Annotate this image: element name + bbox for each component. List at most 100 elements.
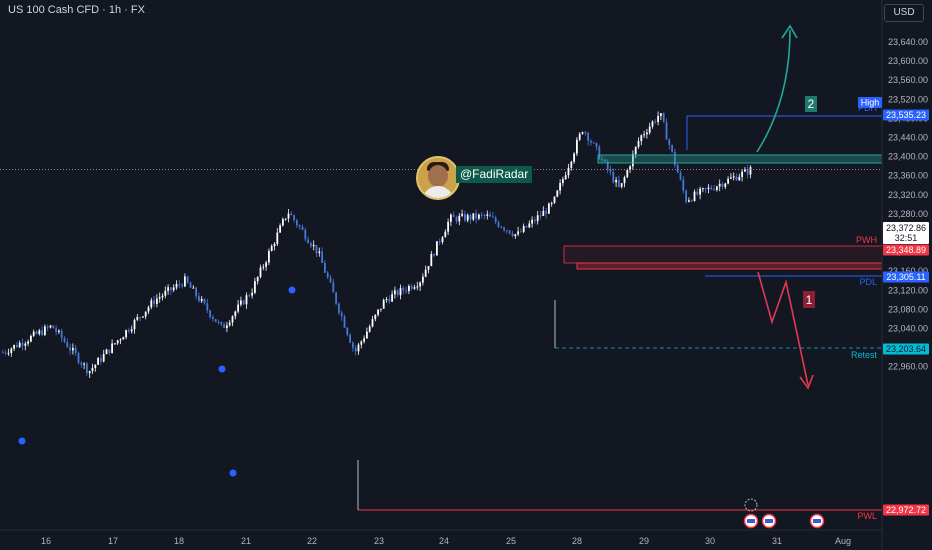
candle-body (604, 159, 606, 162)
candle (119, 338, 122, 345)
candle (94, 364, 97, 372)
candle (352, 341, 354, 352)
candle (604, 158, 606, 163)
candle-body (721, 183, 724, 187)
candle-body (578, 133, 581, 140)
candle-body (276, 232, 279, 244)
candle-body (718, 183, 721, 187)
candle-body (483, 214, 486, 216)
candle-body (186, 276, 189, 283)
candle-body (710, 187, 713, 190)
candle-body (346, 327, 349, 335)
candle (735, 173, 738, 181)
candle-body (125, 330, 127, 338)
candle-body (377, 309, 379, 315)
candle-body (172, 287, 175, 291)
candle (517, 226, 519, 237)
candle-body (648, 126, 651, 133)
candle (643, 130, 645, 138)
pwh-box (563, 245, 883, 264)
candle (343, 314, 346, 329)
candle-body (679, 172, 682, 180)
bullish-arrow (756, 29, 791, 153)
x-tick-label: 18 (174, 536, 184, 546)
candle (371, 315, 374, 328)
candle-body (122, 337, 125, 340)
candle-body (69, 347, 71, 351)
candle (511, 230, 514, 238)
candle (721, 181, 724, 190)
candle-body (332, 282, 335, 293)
candle-body (108, 349, 111, 353)
candle (46, 324, 49, 332)
candle (427, 266, 430, 274)
candle-body (416, 286, 419, 288)
author-avatar (416, 156, 460, 200)
candle-body (408, 285, 410, 292)
candle-body (357, 344, 360, 352)
candle-body (469, 214, 472, 220)
candle-body (576, 139, 578, 154)
candle-body (693, 191, 696, 201)
candle (676, 163, 679, 173)
candle-body (632, 154, 634, 167)
candle (508, 230, 511, 235)
candle-body (352, 342, 354, 348)
candle (394, 286, 396, 299)
candle-body (83, 363, 85, 365)
candle (366, 327, 368, 339)
candle (184, 273, 186, 288)
candle-body (508, 230, 511, 234)
candle-body (41, 330, 43, 335)
candle-body (741, 171, 743, 177)
candle (741, 169, 743, 182)
candle-body (86, 363, 88, 374)
candle-body (16, 345, 18, 348)
candle-body (21, 342, 24, 346)
candle-body (634, 146, 637, 155)
candle-body (464, 213, 466, 221)
candle (186, 275, 189, 284)
candle-body (287, 213, 290, 219)
candle-body (206, 303, 209, 311)
candle (231, 315, 234, 327)
candle-body (598, 146, 601, 160)
candle-body (646, 132, 648, 135)
candle (618, 175, 620, 188)
candle-body (427, 266, 430, 270)
candle-body (581, 132, 584, 134)
candle (612, 168, 615, 184)
support-zone (576, 262, 883, 270)
candle-body (7, 352, 10, 354)
candle (192, 285, 195, 289)
candle (122, 336, 125, 340)
y-tick-label: 23,160.00 (888, 266, 928, 276)
candle-body (170, 287, 172, 291)
candle-body (657, 116, 659, 122)
candle-body (637, 141, 640, 147)
candle (492, 211, 494, 219)
candle (32, 329, 35, 338)
candle (534, 216, 536, 224)
y-tick-label: 23,600.00 (888, 56, 928, 66)
candle (651, 120, 654, 129)
flag-icon (813, 519, 821, 523)
x-tick-label: 16 (41, 536, 51, 546)
candle-body (150, 300, 153, 308)
candle-body (312, 244, 315, 247)
candle-body (618, 179, 620, 187)
candle-body (164, 290, 167, 296)
candle-body (363, 338, 365, 342)
candle-body (682, 179, 685, 191)
candle (570, 160, 573, 171)
candle (475, 209, 477, 224)
candle (458, 213, 461, 226)
bearish-arrow (757, 271, 809, 386)
candle (223, 322, 225, 329)
currency-button[interactable]: USD (884, 4, 924, 22)
pdl-price-tag-bg (883, 271, 929, 283)
candle (531, 216, 533, 228)
candle (637, 137, 640, 149)
candle (665, 118, 668, 140)
